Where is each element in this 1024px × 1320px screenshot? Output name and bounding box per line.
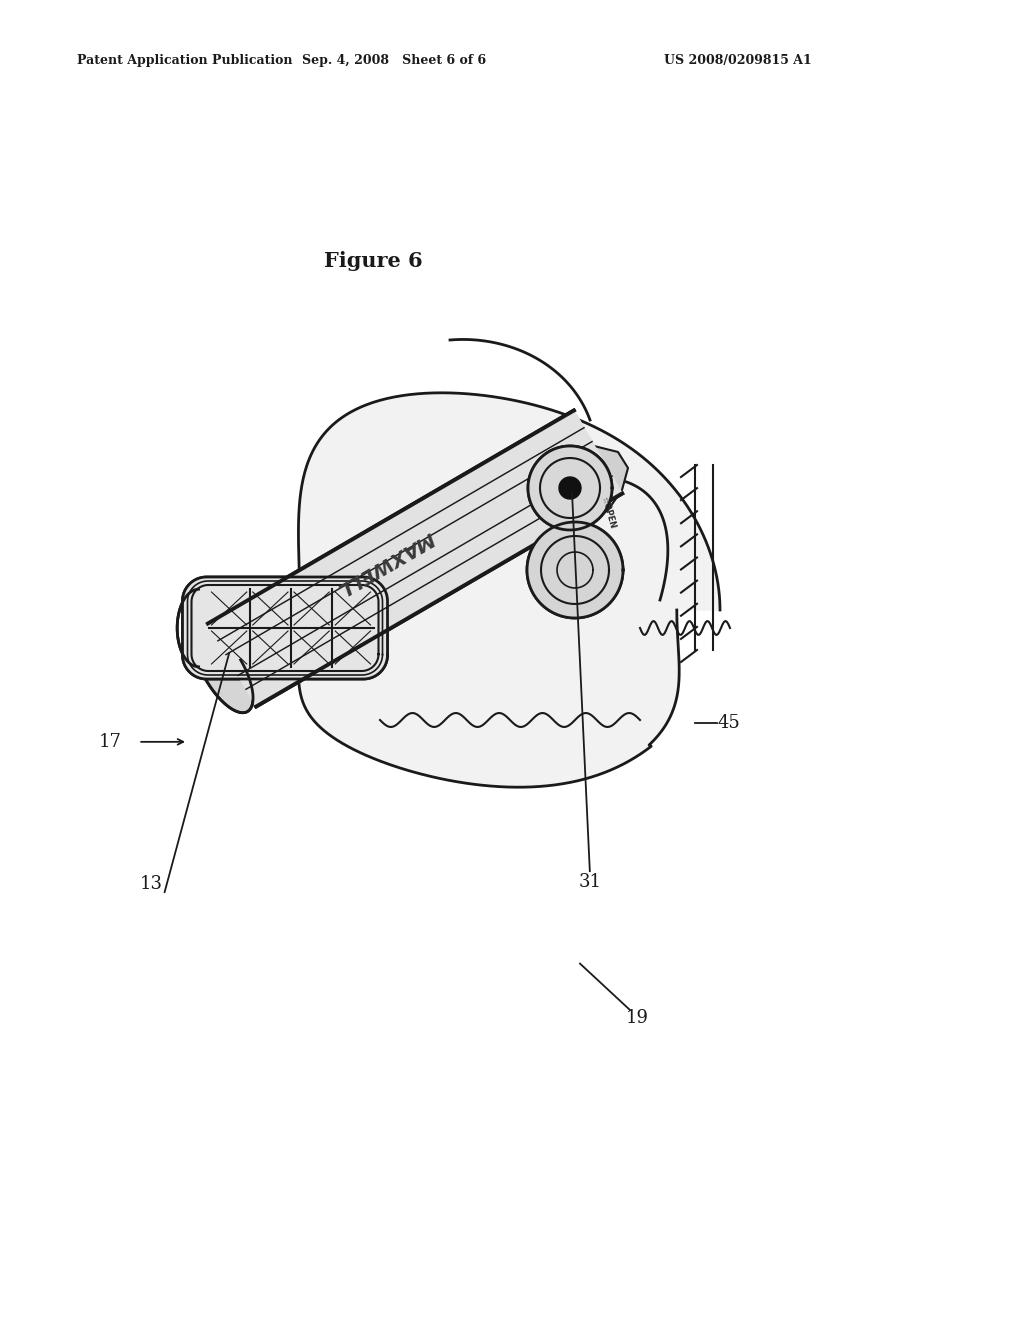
Polygon shape <box>208 411 623 706</box>
Polygon shape <box>528 446 612 531</box>
Polygon shape <box>559 477 581 499</box>
Polygon shape <box>527 521 623 618</box>
Text: 19: 19 <box>626 1008 648 1027</box>
Text: 17: 17 <box>99 733 122 751</box>
Text: Patent Application Publication: Patent Application Publication <box>77 54 292 67</box>
Text: 31: 31 <box>579 873 601 891</box>
Text: Sep. 4, 2008   Sheet 6 of 6: Sep. 4, 2008 Sheet 6 of 6 <box>302 54 486 67</box>
Text: MAXWELL: MAXWELL <box>333 528 437 599</box>
Text: ☆OPEN: ☆OPEN <box>599 495 616 529</box>
Polygon shape <box>208 411 623 706</box>
Text: Figure 6: Figure 6 <box>325 251 423 272</box>
Polygon shape <box>182 577 387 678</box>
Polygon shape <box>206 623 256 713</box>
Text: 45: 45 <box>718 714 740 733</box>
Text: US 2008/0209815 A1: US 2008/0209815 A1 <box>664 54 811 67</box>
Polygon shape <box>527 521 623 618</box>
Text: 13: 13 <box>140 875 163 894</box>
Polygon shape <box>182 577 387 678</box>
Polygon shape <box>298 393 720 787</box>
Polygon shape <box>528 446 612 531</box>
Text: MAXWELL: MAXWELL <box>333 528 437 599</box>
Polygon shape <box>559 477 581 499</box>
Polygon shape <box>530 445 628 525</box>
